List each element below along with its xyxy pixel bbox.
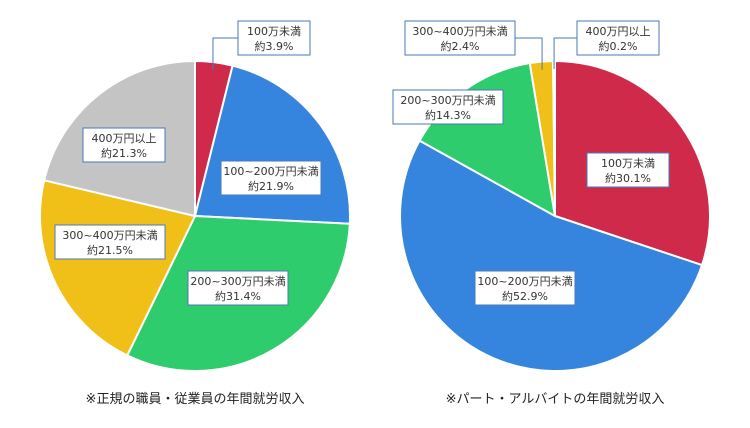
slice-category-label: 400万円以上 bbox=[92, 132, 157, 145]
slice-value-label: 約52.9% bbox=[502, 289, 548, 303]
slice-category-label: 300~400万円未満 bbox=[62, 229, 157, 242]
label-box bbox=[392, 89, 504, 125]
slice-value-label: 約3.9% bbox=[255, 39, 294, 53]
label-box bbox=[220, 160, 322, 196]
label-box bbox=[82, 127, 166, 163]
pie-chart-regular: 100万未満約3.9%100~200万円未満約21.9%200~300万円未満約… bbox=[39, 20, 351, 372]
slice-value-label: 約30.1% bbox=[605, 171, 651, 185]
slice-value-label: 約21.3% bbox=[101, 146, 147, 160]
slice-value-label: 約31.4% bbox=[215, 289, 261, 303]
slice-value-label: 約0.2% bbox=[599, 39, 638, 53]
caption-regular: ※正規の職員・従業員の年間就労収入 bbox=[86, 391, 305, 407]
pie-slice-4 bbox=[39, 179, 197, 357]
caption-part-time: ※パート・アルバイトの年間就労収入 bbox=[446, 392, 665, 407]
label-box bbox=[576, 20, 660, 56]
label-box bbox=[187, 270, 289, 306]
leader-line bbox=[553, 37, 577, 70]
slice-category-label: 200~300万円未満 bbox=[190, 275, 285, 288]
label-box bbox=[237, 20, 311, 56]
label-box bbox=[586, 152, 670, 188]
label-box bbox=[474, 270, 576, 306]
slice-category-label: 300~400万円未満 bbox=[412, 25, 507, 38]
leader-line bbox=[212, 37, 238, 71]
slice-value-label: 約21.5% bbox=[87, 243, 133, 257]
pie-slice-2 bbox=[399, 139, 704, 372]
slice-category-label: 100万未満 bbox=[247, 25, 301, 38]
label-box bbox=[54, 224, 166, 260]
pie-slices bbox=[39, 59, 351, 372]
label-box bbox=[404, 20, 516, 56]
slice-category-label: 100~200万円未満 bbox=[477, 275, 572, 288]
slice-category-label: 100~200万円未満 bbox=[223, 165, 318, 178]
slice-category-label: 400万円以上 bbox=[586, 25, 651, 38]
slice-value-label: 約14.3% bbox=[425, 108, 471, 122]
slice-category-label: 200~300万円未満 bbox=[400, 94, 495, 107]
slice-value-label: 約21.9% bbox=[248, 179, 294, 193]
slice-category-label: 100万未満 bbox=[601, 157, 655, 170]
slice-value-label: 約2.4% bbox=[441, 39, 480, 53]
